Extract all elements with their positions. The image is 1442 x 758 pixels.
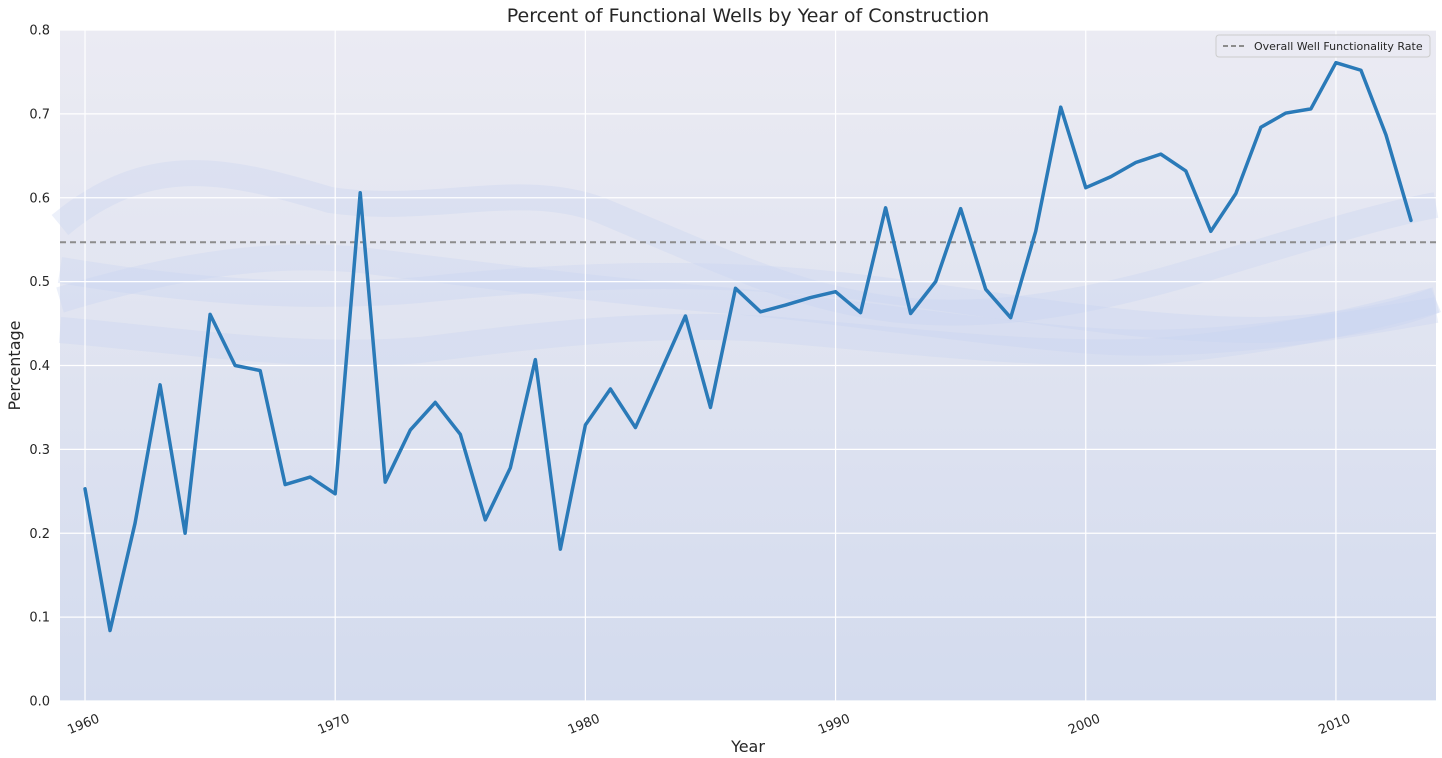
y-axis-ticks: 0.0 0.1 0.2 0.3 0.4 0.5 0.6 0.7 0.8 xyxy=(29,24,50,710)
x-tick-label: 1980 xyxy=(566,712,602,738)
x-tick-label: 1990 xyxy=(816,712,852,738)
x-tick-label: 2010 xyxy=(1316,712,1352,738)
x-tick-label: 2000 xyxy=(1066,712,1102,738)
legend: Overall Well Functionality Rate xyxy=(1215,34,1431,58)
y-tick-label: 0.1 xyxy=(29,611,50,626)
y-tick-label: 0.3 xyxy=(29,443,50,458)
chart-title: Percent of Functional Wells by Year of C… xyxy=(507,5,989,27)
y-tick-label: 0.7 xyxy=(29,107,50,122)
y-tick-label: 0.2 xyxy=(29,527,50,542)
background-wave xyxy=(56,244,1439,356)
series-line-functional-wells xyxy=(83,60,1413,633)
x-axis-label: Year xyxy=(730,737,765,756)
y-axis-label: Percentage xyxy=(5,320,24,410)
y-tick-label: 0.5 xyxy=(29,275,50,290)
y-tick-label: 0.4 xyxy=(29,359,50,374)
legend-box xyxy=(1215,34,1431,58)
background-wave xyxy=(51,160,1439,326)
grid-lines xyxy=(60,29,1436,702)
background-wave xyxy=(58,287,1440,366)
x-axis-ticks: 1960 1970 1980 1990 2000 2010 xyxy=(66,712,1353,738)
legend-label: Overall Well Functionality Rate xyxy=(1254,40,1423,53)
x-tick-label: 1970 xyxy=(316,712,352,738)
y-tick-label: 0.0 xyxy=(29,695,50,710)
y-tick-label: 0.6 xyxy=(29,191,50,206)
x-tick-label: 1960 xyxy=(66,712,102,738)
y-tick-label: 0.8 xyxy=(29,24,50,39)
